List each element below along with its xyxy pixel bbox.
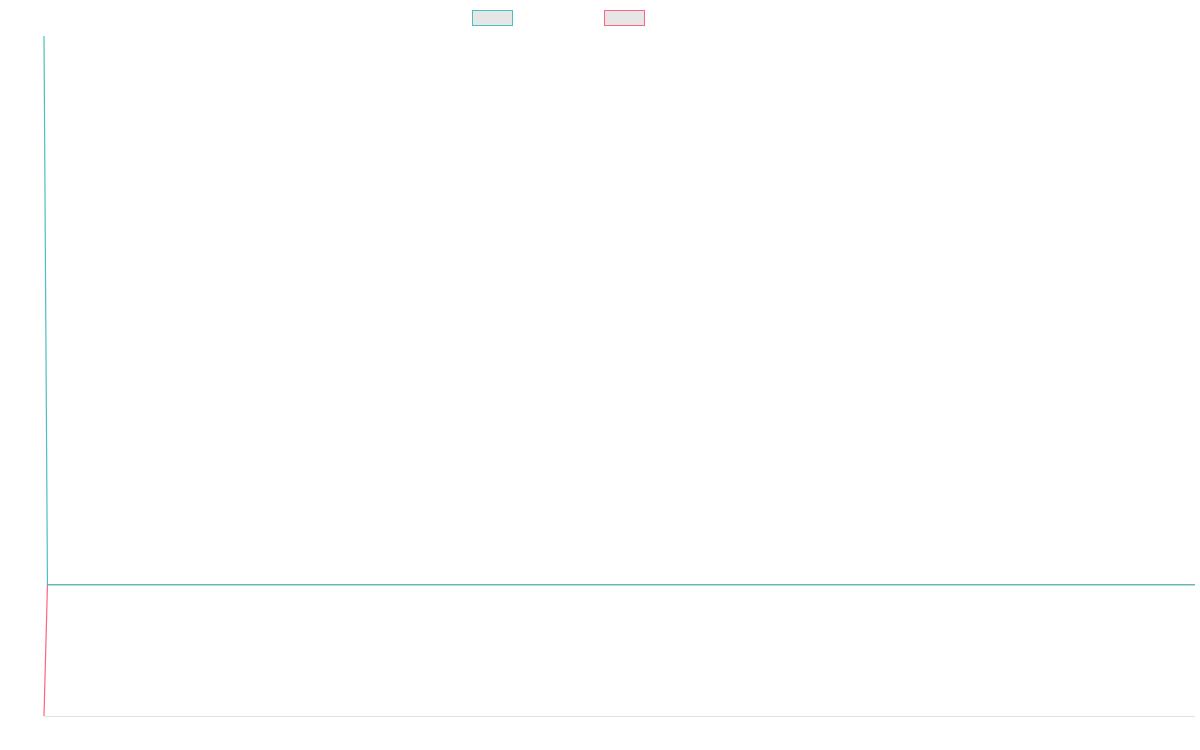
series-line <box>43 35 1195 586</box>
legend-swatch <box>604 10 645 26</box>
legend-swatch <box>472 10 513 26</box>
series-line <box>43 584 1195 717</box>
